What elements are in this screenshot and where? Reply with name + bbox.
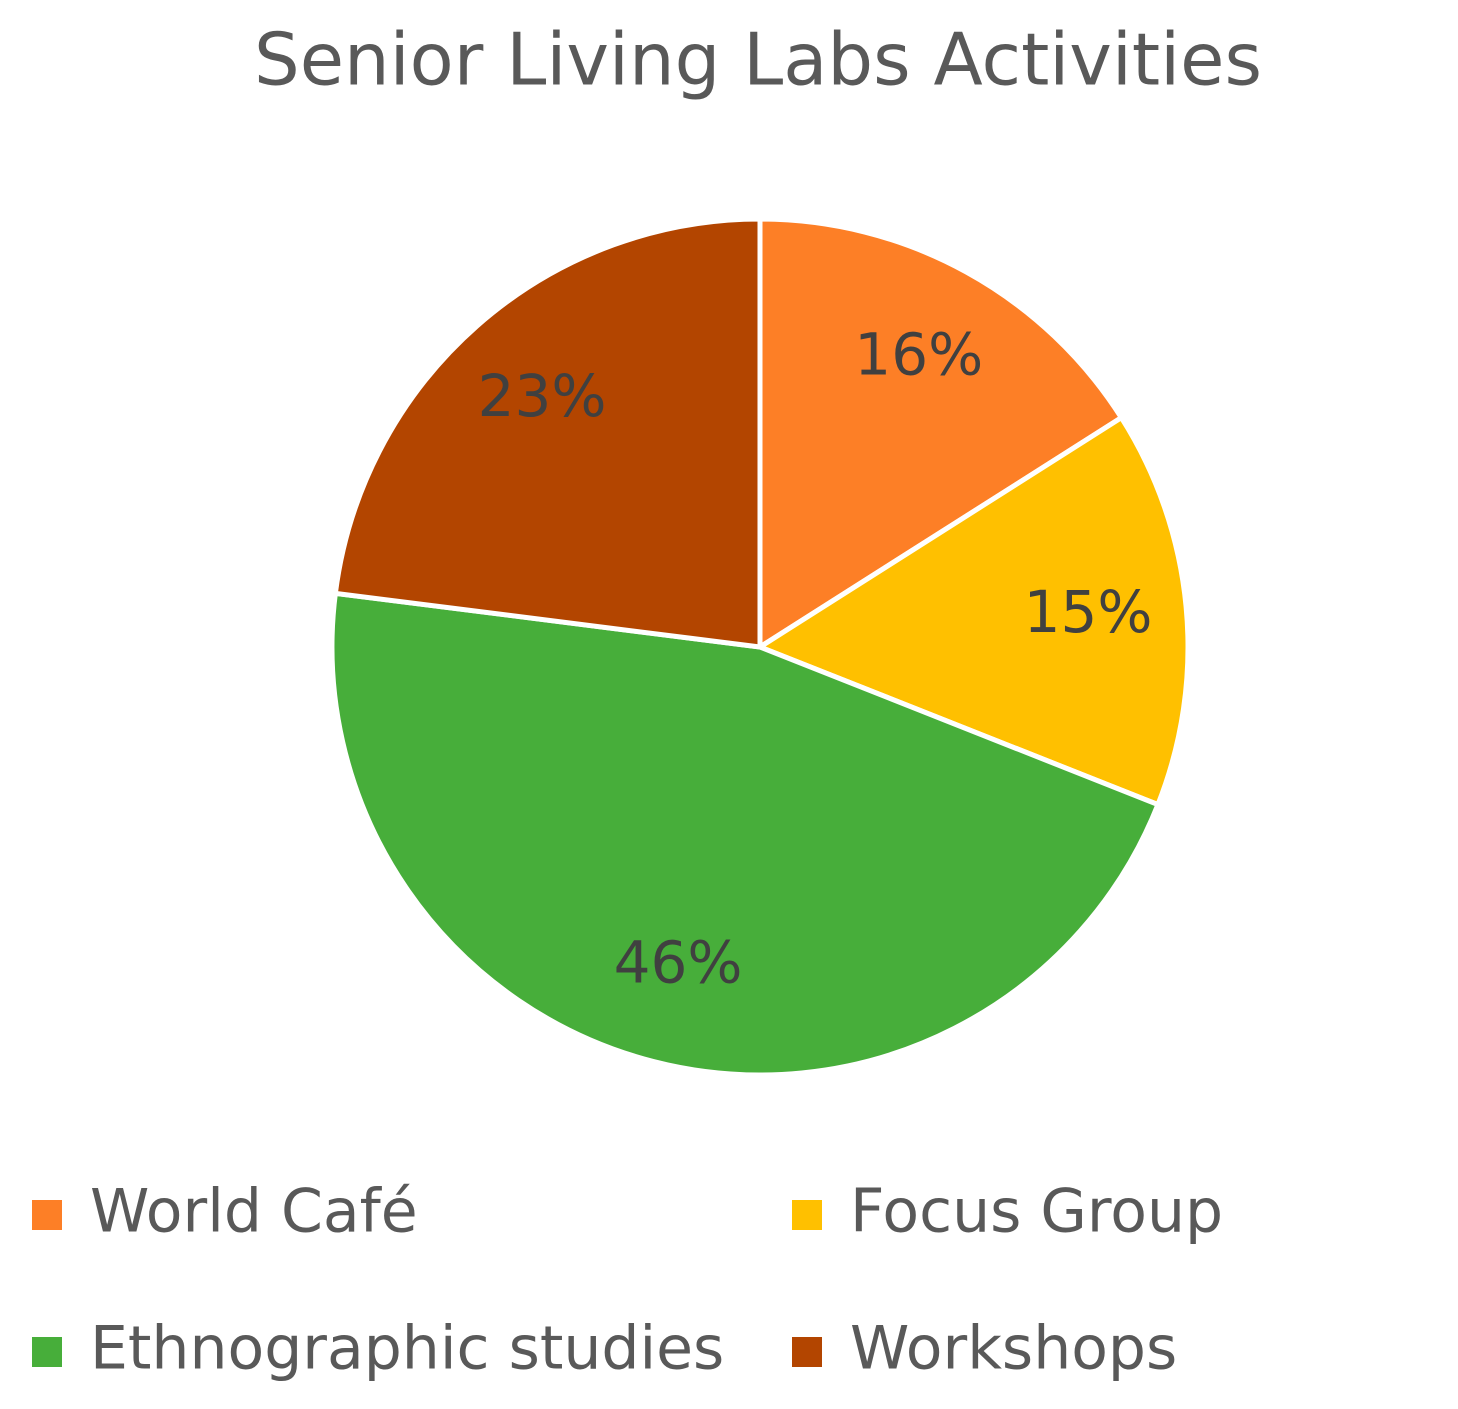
pie-slice [332,216,763,650]
data-label: 16% [854,320,983,388]
data-label: 23% [478,362,607,430]
pie-slice [754,414,1191,808]
legend-swatch [792,1200,822,1230]
legend-label: World Café [90,1177,418,1247]
data-label: 15% [1024,578,1153,646]
legend-label: Workshops [850,1314,1177,1384]
chart-title: Senior Living Labs Activities [254,18,1262,102]
pie-slice [757,216,1125,652]
legend-swatch [32,1337,62,1367]
data-label: 46% [614,928,743,996]
pie-slice [329,590,1162,1078]
legend-swatch [792,1337,822,1367]
legend-label: Focus Group [850,1177,1223,1247]
legend-swatch [32,1200,62,1230]
legend-label: Ethnographic studies [90,1314,724,1384]
